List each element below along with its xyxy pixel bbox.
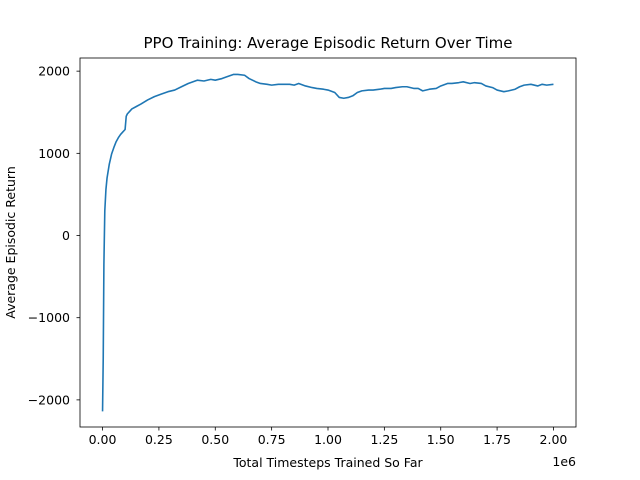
- x-axis-ticks: 0.00 0.25 0.50 0.75 1.00 1.25 1.50 1.75 2.00: [89, 427, 568, 447]
- x-axis-label: Total Timesteps Trained So Far: [232, 455, 423, 470]
- y-axis-label: Average Episodic Return: [3, 166, 18, 319]
- x-tick-label: 0.75: [258, 432, 286, 447]
- x-tick-label: 1.00: [314, 432, 342, 447]
- plot-area: [101, 73, 554, 412]
- x-axis-offset-label: 1e6: [552, 454, 576, 469]
- y-tick-label: −2000: [28, 392, 70, 407]
- x-tick-label: 0.25: [145, 432, 173, 447]
- series-line: [101, 73, 554, 412]
- x-tick-label: 1.75: [483, 432, 511, 447]
- y-tick-label: 1000: [38, 146, 70, 161]
- x-tick-label: 1.25: [370, 432, 398, 447]
- x-tick-label: 1.50: [427, 432, 455, 447]
- y-tick-label: 2000: [38, 64, 70, 79]
- x-tick-label: 0.50: [201, 432, 229, 447]
- chart-title: PPO Training: Average Episodic Return Ov…: [143, 34, 512, 52]
- y-axis-ticks: −2000 −1000 0 1000 2000: [28, 64, 80, 407]
- axes-frame: [79, 57, 577, 428]
- y-tick-label: −1000: [28, 310, 70, 325]
- y-tick-label: 0: [62, 228, 70, 243]
- x-tick-label: 2.00: [540, 432, 568, 447]
- x-tick-label: 0.00: [89, 432, 117, 447]
